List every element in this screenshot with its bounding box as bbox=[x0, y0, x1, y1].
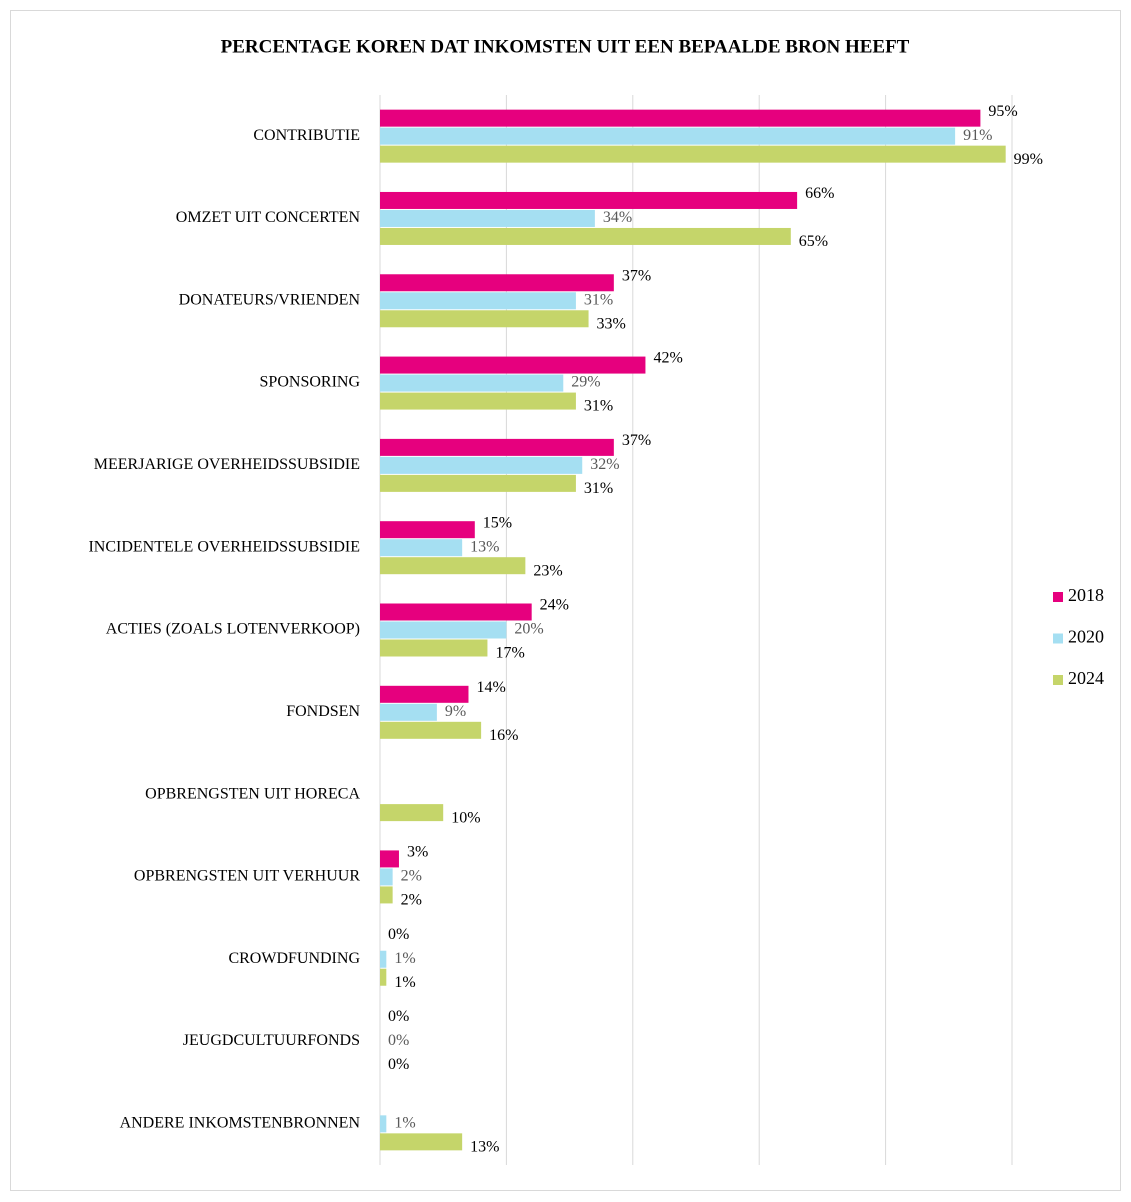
value-label: 31% bbox=[584, 398, 613, 415]
bar bbox=[380, 392, 576, 410]
bar bbox=[380, 685, 469, 703]
bar bbox=[380, 539, 463, 557]
bar bbox=[380, 127, 956, 145]
value-label: 1% bbox=[394, 1115, 415, 1132]
category-label: FONDSEN bbox=[286, 703, 360, 720]
value-label: 10% bbox=[451, 809, 480, 826]
value-label: 0% bbox=[388, 1032, 409, 1049]
category-label: MEERJARIGE OVERHEIDSSUBSIDIE bbox=[94, 456, 360, 473]
category-label: OPBRENGSTEN UIT HORECA bbox=[145, 785, 360, 802]
value-label: 1% bbox=[394, 950, 415, 967]
bar bbox=[380, 703, 437, 721]
value-label: 14% bbox=[476, 679, 505, 696]
bar bbox=[380, 639, 488, 657]
legend-label: 2024 bbox=[1068, 668, 1104, 688]
value-label: 13% bbox=[470, 538, 499, 555]
value-label: 31% bbox=[584, 480, 613, 497]
bar bbox=[380, 1133, 463, 1151]
value-label: 2% bbox=[401, 868, 422, 885]
category-label: DONATEURS/VRIENDEN bbox=[179, 291, 361, 308]
value-label: 33% bbox=[597, 315, 626, 332]
value-label: 32% bbox=[590, 456, 619, 473]
bar bbox=[380, 886, 393, 904]
bar bbox=[380, 191, 798, 209]
bar bbox=[380, 621, 507, 639]
category-label: INCIDENTELE OVERHEIDSSUBSIDIE bbox=[88, 538, 360, 555]
bar bbox=[380, 850, 399, 868]
legend-swatch bbox=[1053, 633, 1063, 644]
value-label: 37% bbox=[622, 267, 651, 284]
legend-label: 2020 bbox=[1068, 627, 1104, 647]
value-label: 0% bbox=[388, 1008, 409, 1025]
value-label: 65% bbox=[799, 233, 828, 250]
bar bbox=[380, 474, 576, 492]
value-label: 95% bbox=[988, 103, 1017, 120]
bar bbox=[380, 109, 981, 127]
value-label: 42% bbox=[653, 350, 682, 367]
bar bbox=[380, 950, 387, 968]
value-label: 15% bbox=[483, 514, 512, 531]
bar bbox=[380, 521, 475, 539]
bar bbox=[380, 721, 482, 739]
value-label: 16% bbox=[489, 727, 518, 744]
chart-title: PERCENTAGE KOREN DAT INKOMSTEN UIT EEN B… bbox=[221, 36, 910, 57]
value-label: 3% bbox=[407, 844, 428, 861]
value-label: 31% bbox=[584, 291, 613, 308]
value-label: 2% bbox=[401, 892, 422, 909]
value-label: 91% bbox=[963, 127, 992, 144]
bar bbox=[380, 603, 532, 621]
category-label: ACTIES (ZOALS LOTENVERKOOP) bbox=[106, 621, 360, 638]
bar bbox=[380, 868, 393, 886]
bar bbox=[380, 209, 595, 227]
bar bbox=[380, 557, 526, 575]
bar bbox=[380, 310, 589, 328]
value-label: 29% bbox=[571, 374, 600, 391]
category-label: ANDERE INKOMSTENBRONNEN bbox=[120, 1115, 361, 1132]
category-label: SPONSORING bbox=[260, 374, 361, 391]
bar bbox=[380, 968, 387, 986]
value-label: 37% bbox=[622, 432, 651, 449]
bar bbox=[380, 804, 444, 822]
value-label: 17% bbox=[495, 645, 524, 662]
value-label: 9% bbox=[445, 703, 466, 720]
bar bbox=[380, 292, 576, 310]
bar bbox=[380, 227, 791, 245]
bar bbox=[380, 438, 614, 456]
bar bbox=[380, 1115, 387, 1133]
bar bbox=[380, 145, 1006, 163]
bar bbox=[380, 274, 614, 292]
value-label: 23% bbox=[533, 562, 562, 579]
value-label: 13% bbox=[470, 1139, 499, 1156]
value-label: 66% bbox=[805, 185, 834, 202]
bar bbox=[380, 374, 564, 392]
category-label: OMZET UIT CONCERTEN bbox=[176, 209, 361, 226]
category-label: JEUGDCULTUURFONDS bbox=[183, 1032, 360, 1049]
value-label: 34% bbox=[603, 209, 632, 226]
legend-swatch bbox=[1053, 592, 1063, 602]
legend-swatch bbox=[1053, 675, 1063, 685]
legend-label: 2018 bbox=[1068, 585, 1104, 605]
category-label: CROWDFUNDING bbox=[228, 950, 360, 967]
value-label: 0% bbox=[388, 1056, 409, 1073]
category-label: CONTRIBUTIE bbox=[253, 127, 360, 144]
category-label: OPBRENGSTEN UIT VERHUUR bbox=[134, 868, 360, 885]
value-label: 0% bbox=[388, 926, 409, 943]
value-label: 20% bbox=[514, 621, 543, 638]
bar bbox=[380, 456, 583, 474]
value-label: 24% bbox=[540, 597, 569, 614]
value-label: 99% bbox=[1014, 151, 1043, 168]
value-label: 1% bbox=[394, 974, 415, 991]
bar bbox=[380, 356, 646, 374]
